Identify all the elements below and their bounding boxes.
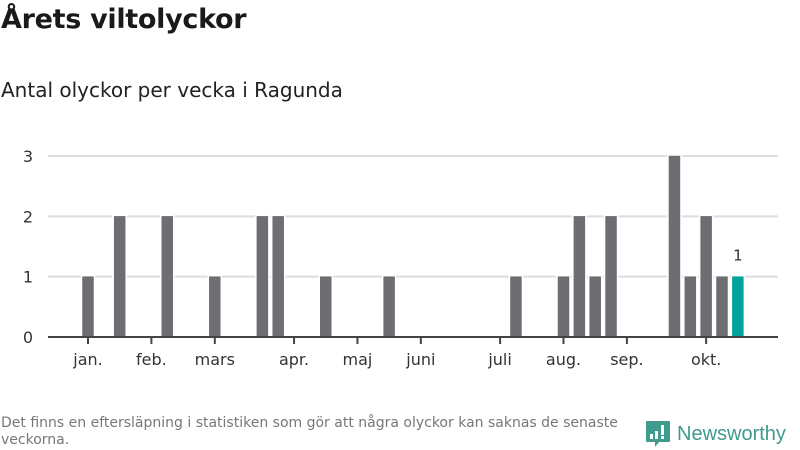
- bar: [318, 274, 333, 338]
- x-tick-label: sep.: [610, 350, 643, 369]
- y-tick-label: 0: [23, 328, 33, 347]
- y-tick-label: 3: [23, 147, 33, 166]
- bar: [80, 274, 96, 338]
- bar: [556, 274, 571, 338]
- newsworthy-logo-icon: [646, 421, 670, 447]
- bar: [714, 274, 730, 338]
- bar: [572, 214, 587, 338]
- chart-title: Årets viltolyckor: [1, 4, 247, 35]
- bar: [508, 274, 524, 338]
- bar: [667, 154, 682, 338]
- y-tick-label: 2: [23, 207, 33, 226]
- y-tick-label: 1: [23, 268, 33, 287]
- bar-chart: 0 1 2 3 1 jan. feb. mars apr. maj juni juli aug. sep.…: [23, 147, 778, 369]
- x-tick-label: juni: [405, 350, 435, 369]
- x-tick-label: jan.: [72, 350, 102, 369]
- x-tick-label: feb.: [136, 350, 167, 369]
- bar: [207, 274, 223, 338]
- bar: [255, 214, 270, 338]
- bar: [698, 214, 714, 338]
- x-tick-label: aug.: [546, 350, 581, 369]
- chart-subtitle: Antal olyckor per vecka i Ragunda: [1, 78, 343, 102]
- bar: [112, 214, 127, 338]
- newsworthy-logo[interactable]: Newsworthy: [645, 420, 786, 448]
- bar: [683, 274, 698, 338]
- bar: [160, 214, 175, 338]
- x-tick-label: juli: [487, 350, 511, 369]
- bar: [603, 214, 619, 338]
- x-tick-label: apr.: [279, 350, 309, 369]
- bar-highlight: [730, 274, 746, 338]
- bar: [587, 274, 603, 338]
- x-tick-label: mars: [195, 350, 235, 369]
- footnote: Det finns en eftersläpning i statistiken…: [1, 415, 618, 448]
- x-tick-label: okt.: [691, 350, 721, 369]
- bar: [270, 214, 286, 338]
- x-tick-label: maj: [343, 350, 373, 369]
- brand-name: Newsworthy: [677, 422, 786, 445]
- data-label: 1: [733, 247, 743, 265]
- bar: [381, 274, 397, 338]
